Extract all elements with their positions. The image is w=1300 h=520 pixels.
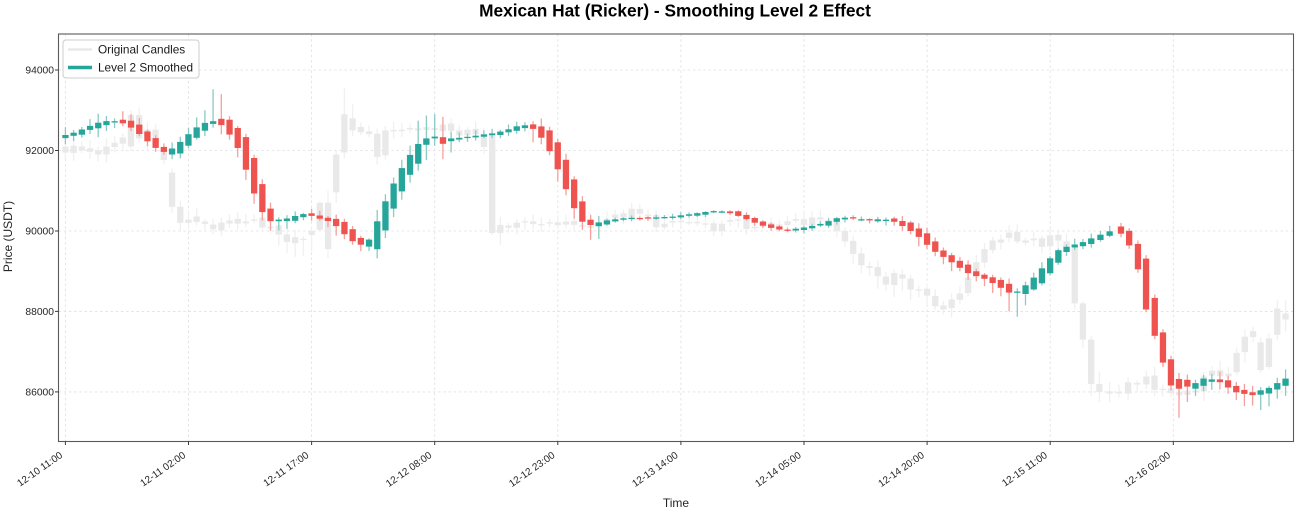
svg-text:Level 2 Smoothed: Level 2 Smoothed bbox=[98, 61, 193, 75]
svg-text:94000: 94000 bbox=[25, 66, 54, 77]
svg-text:Mexican Hat (Ricker) - Smoothi: Mexican Hat (Ricker) - Smoothing Level 2… bbox=[479, 1, 871, 21]
svg-text:86000: 86000 bbox=[25, 387, 54, 398]
svg-text:90000: 90000 bbox=[25, 227, 54, 238]
svg-text:92000: 92000 bbox=[25, 146, 54, 157]
svg-text:Original Candles: Original Candles bbox=[98, 43, 185, 57]
svg-text:88000: 88000 bbox=[25, 307, 54, 318]
svg-text:Price (USDT): Price (USDT) bbox=[1, 201, 15, 272]
svg-text:Time: Time bbox=[663, 496, 690, 510]
